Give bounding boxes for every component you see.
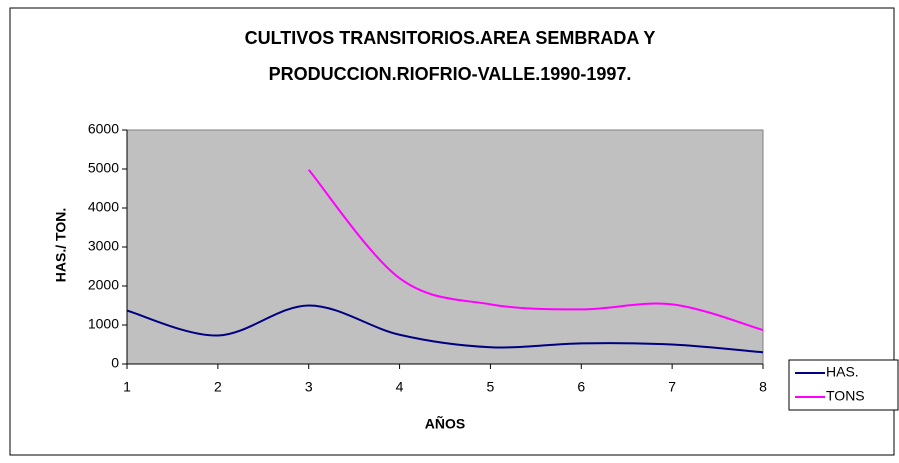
y-tick-label: 4000	[88, 199, 119, 215]
series-line	[307, 169, 764, 332]
x-tick-label: 2	[214, 379, 222, 395]
legend-label: HAS.	[826, 364, 859, 380]
y-tick-label: 5000	[88, 160, 119, 176]
y-tick-label: 0	[111, 355, 119, 371]
chart-title: CULTIVOS TRANSITORIOS.AREA SEMBRADA Y	[245, 28, 656, 48]
chart-title: PRODUCCION.RIOFRIO-VALLE.1990-1997.	[269, 64, 632, 84]
x-axis-title: AÑOS	[425, 415, 465, 432]
x-tick-label: 7	[668, 379, 676, 395]
x-tick-label: 8	[759, 379, 767, 395]
x-tick-label: 4	[396, 379, 404, 395]
y-tick-label: 6000	[88, 121, 119, 137]
y-tick-label: 2000	[88, 277, 119, 293]
legend	[788, 359, 899, 411]
x-tick-label: 3	[305, 379, 313, 395]
y-tick-label: 1000	[88, 316, 119, 332]
x-tick-label: 1	[123, 379, 131, 395]
x-tick-label: 5	[487, 379, 495, 395]
x-tick-label: 6	[577, 379, 585, 395]
plot-area	[126, 129, 764, 365]
y-tick-label: 3000	[88, 238, 119, 254]
y-axis-title: HAS./ TON.	[53, 208, 69, 282]
legend-label: TONS	[826, 388, 865, 404]
series-line	[126, 304, 764, 354]
